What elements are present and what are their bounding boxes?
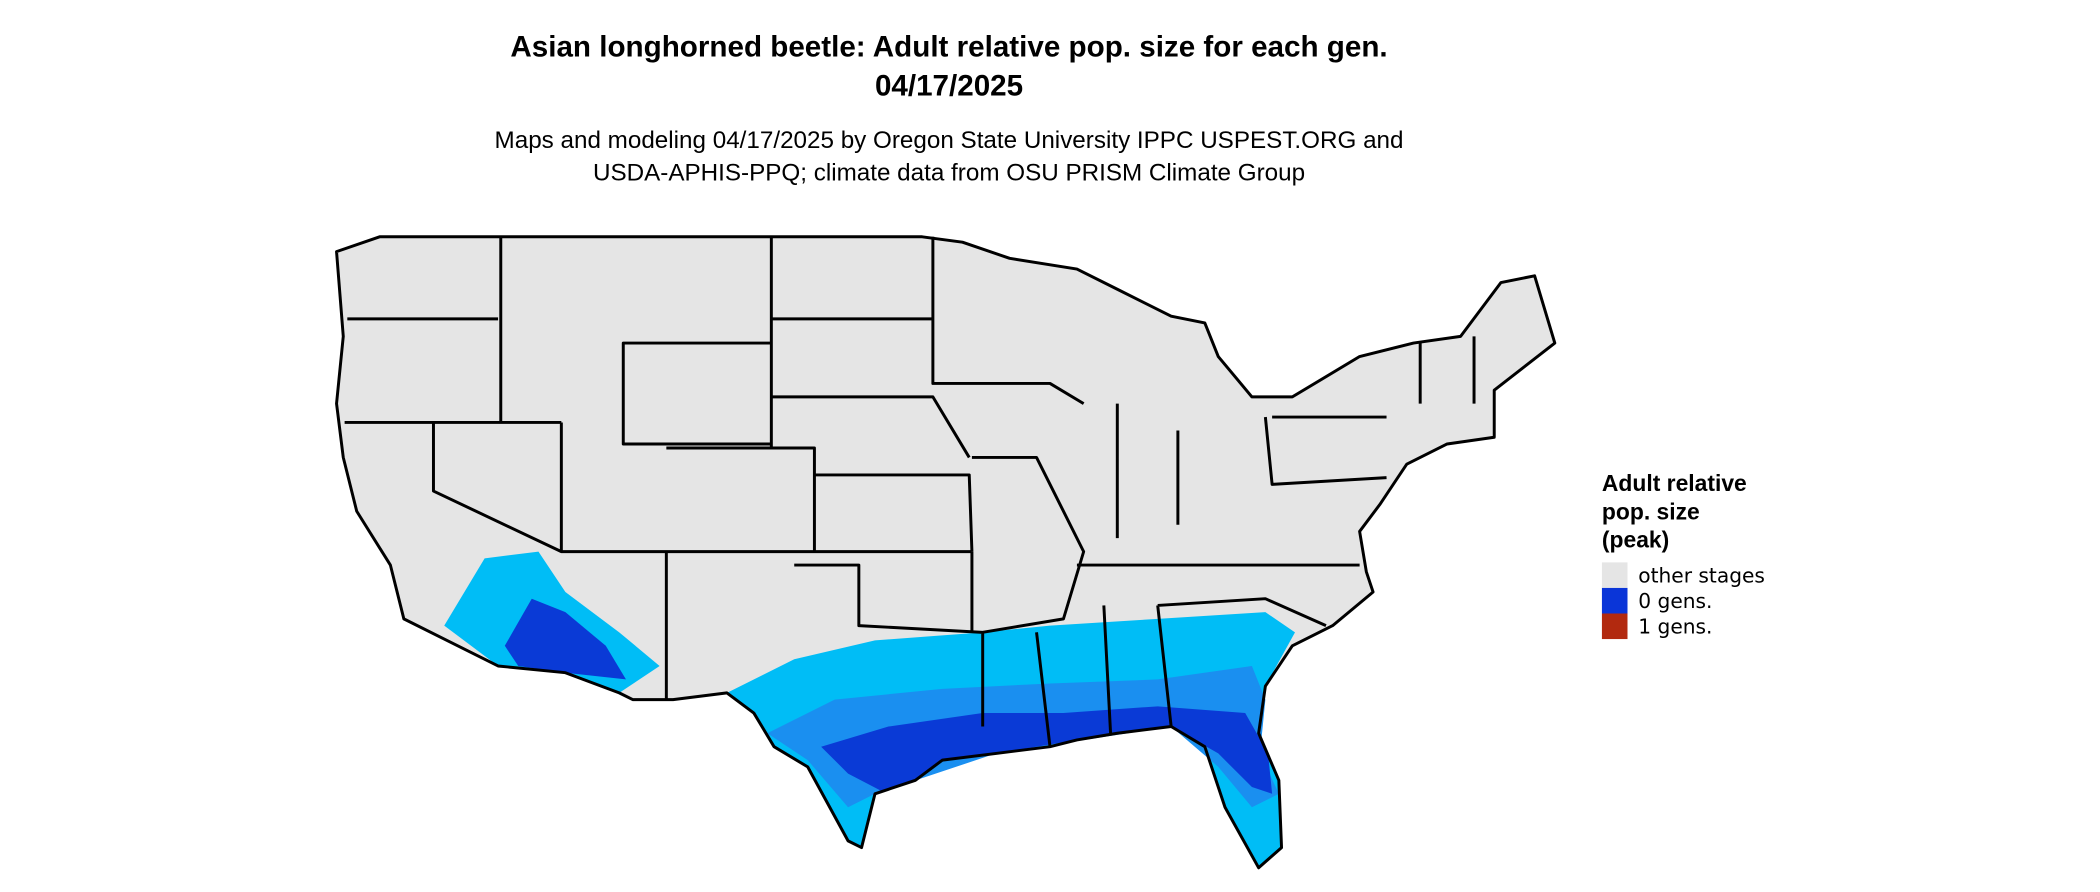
legend: Adult relative pop. size (peak) other st… (1601, 470, 1765, 640)
legend-label: 1 gens. (1638, 615, 1712, 639)
subtitle-line: USDA-APHIS-PPQ; climate data from OSU PR… (593, 159, 1305, 186)
legend-swatch (1601, 613, 1628, 640)
zone-sw-dark (504, 598, 626, 680)
legend-label: 0 gens. (1638, 589, 1712, 613)
state-borders (344, 236, 1476, 747)
legend-title: (peak) (1602, 527, 1669, 553)
legend-label: other stages (1638, 564, 1765, 588)
us-map (335, 235, 1557, 870)
legend-swatch (1601, 562, 1628, 588)
title-line: Asian longhorned beetle: Adult relative … (510, 31, 1387, 64)
legend-title: Adult relative (1602, 470, 1747, 496)
legend-title: pop. size (1602, 498, 1700, 524)
subtitle-line: Maps and modeling 04/17/2025 by Oregon S… (495, 127, 1404, 154)
legend-swatch (1601, 587, 1628, 614)
us-outline (335, 235, 1557, 870)
title-line: 04/17/2025 (875, 70, 1023, 103)
